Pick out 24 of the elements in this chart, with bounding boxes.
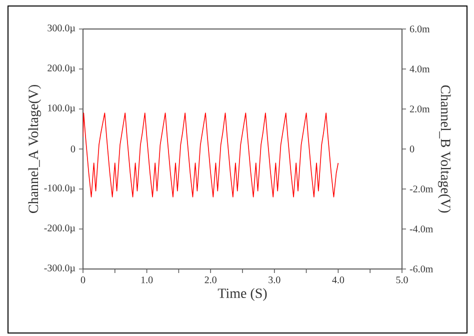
x-tick-label: 0 (80, 276, 86, 284)
y2-tick-label: 4.0m (410, 66, 430, 72)
y-tick-label: 300.0µ (48, 24, 76, 34)
y2-axis-title: Channel_B Voltage(V) (438, 85, 451, 213)
y2-tick-label: 2.0m (410, 106, 430, 112)
y-tick-label: 100.0µ (48, 104, 76, 114)
x-tick-label: 5.0 (396, 276, 408, 284)
y2-tick-label: -6.0m (410, 266, 433, 272)
x-tick-label: 2.0 (204, 276, 216, 284)
y-axis-title: Channel_A Voltage(V) (28, 84, 42, 214)
y2-tick-label: 0 (410, 146, 414, 152)
x-tick-label: 1.0 (141, 276, 153, 284)
x-axis-title: Time (S) (218, 288, 267, 301)
line-series (83, 112, 339, 198)
y-tick-label: 200.0µ (48, 64, 76, 74)
x-tick-label: 3.0 (268, 276, 280, 284)
y2-tick-label: -4.0m (410, 226, 433, 232)
y-tick-label: 0 (70, 146, 76, 152)
y-tick-label: -300.0µ (44, 264, 76, 274)
y2-tick-label: 6.0m (410, 26, 430, 32)
x-tick-label: 4.0 (332, 276, 344, 284)
y2-tick-label: -2.0m (410, 186, 433, 192)
y-tick-label: -100.0µ (44, 184, 76, 194)
y-tick-label: -200.0µ (44, 224, 76, 234)
